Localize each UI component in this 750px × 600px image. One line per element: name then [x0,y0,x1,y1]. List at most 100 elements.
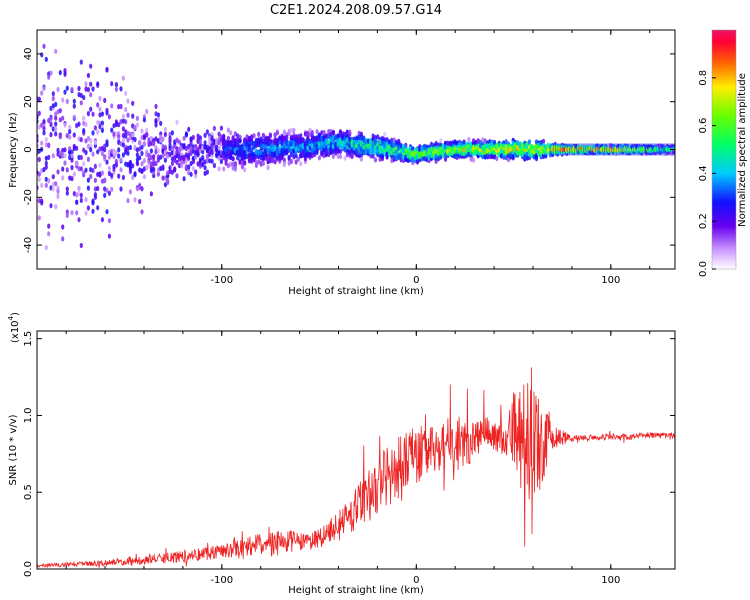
spectrogram-cell [350,153,354,159]
spectrogram-cell [219,149,223,156]
spectrogram-cell [236,133,240,139]
spectrogram-cell [294,153,298,159]
spectrogram-cell [105,209,109,215]
spectrogram-cell [222,155,226,161]
spectrogram-cell [126,150,130,156]
spectrogram-cell [135,122,139,128]
spectrogram-cell [51,96,55,102]
spectrogram-cell [37,124,41,130]
colorbar-tick-label: 0.2 [698,213,709,229]
spectrogram-cell [142,158,146,164]
spectrogram-cell [61,97,65,103]
spectrogram-cell [105,110,109,116]
spectrogram-cell [42,126,46,132]
y-tick-label: 0 [23,146,34,152]
spectrogram-cell [91,167,95,174]
snr-ticks: -100 0 100 0.0 0.5 1.0 1.5 [23,331,675,586]
spectrogram-cell [84,149,88,156]
spectrogram-cell [366,143,370,149]
y-tick-label: 1.0 [23,407,34,423]
spectrogram-cell [168,168,172,175]
spectrogram-cell [154,149,158,155]
spectrogram-cell [44,155,48,161]
spectrogram-cell [114,119,118,125]
spectrogram-cell [86,87,90,93]
spectrogram-cell [65,133,69,139]
spectrogram-cell [383,131,387,137]
spectrogram-cell [462,139,466,145]
spectrogram-cell [175,150,179,156]
spectrogram-cell [448,141,452,147]
spectrogram-cell [366,138,370,144]
spectrogram-cell [121,137,125,143]
spectrogram-cell [91,208,95,214]
spectrogram-cell [152,158,156,164]
spectrogram-cell [84,210,88,216]
spectrogram-cell [133,144,137,150]
spectrogram-cell [443,156,448,162]
spectrogram-cell [147,141,151,147]
spectrogram-cell [96,102,100,108]
spectrogram-cell [72,98,76,104]
spectrogram-cell [138,139,142,146]
spectrogram-cell [504,139,508,145]
spectrogram-cell [77,166,81,172]
spectrogram-cell [42,130,46,136]
spectrogram-cell [525,155,529,161]
spectrogram-cell [348,136,352,142]
spectrogram-cell [156,116,160,122]
spectrogram-cell [275,130,279,136]
spectrogram-cell [236,142,240,148]
spectrogram-cell [119,141,123,147]
spectrogram-cell [413,155,417,161]
spectrogram-cell [268,132,272,138]
spectrogram-x-axis-label: Height of straight line (km) [288,286,424,297]
spectrogram-cell [110,127,114,133]
spectrogram-cell [205,169,209,175]
spectrogram-cell [219,158,223,165]
spectrogram-cell [541,138,546,144]
spectrogram-cell [86,185,90,191]
spectrogram-cell [224,157,228,163]
spectrogram-cell [530,152,534,159]
spectrogram-cell [63,122,67,128]
spectrogram-cell [187,152,191,158]
spectrogram-cell [233,161,237,168]
spectrogram-cell [516,140,520,146]
spectrogram-cell [306,135,310,141]
spectrogram-cell [252,133,256,139]
spectrogram-cell [126,98,130,104]
spectrogram-cell [117,173,121,179]
spectrogram-cell [506,157,511,163]
spectrogram-cell [243,149,247,155]
spectrogram-cell [212,162,216,169]
spectrogram-cell [58,117,62,123]
spectrogram-cell [189,150,193,156]
spectrogram-cell [217,131,221,137]
spectrogram-cell [107,233,111,239]
spectrogram-cell [180,155,184,161]
spectrogram-cell [40,52,44,58]
spectrogram-cell [75,210,79,216]
spectrogram-cell [359,156,363,162]
spectrogram-cell [406,153,410,159]
snr-panel: -100 0 100 0.0 0.5 1.0 1.5 Height of straight … [7,312,676,596]
svg-text:(x104): (x104) [7,312,21,343]
spectrogram-cell [103,177,107,183]
spectrogram-cell [86,111,90,117]
spectrogram-cell [121,174,125,181]
spectrogram-cell [61,115,65,121]
spectrogram-cell [163,131,167,138]
spectrogram-cell [42,167,46,173]
colorbar-tick-label: 0.0 [698,261,709,277]
spectrogram-cell [44,176,48,182]
spectrogram-cell [135,152,139,158]
spectrogram-cell [175,119,179,125]
spectrogram-cell [226,135,230,141]
spectrogram-cell [156,112,160,118]
spectrogram-cell [126,198,130,204]
spectrogram-cell [44,137,48,143]
x-tick-label: 0 [413,275,419,286]
spectrogram-cell [77,217,81,223]
spectrogram-cell [112,163,116,169]
